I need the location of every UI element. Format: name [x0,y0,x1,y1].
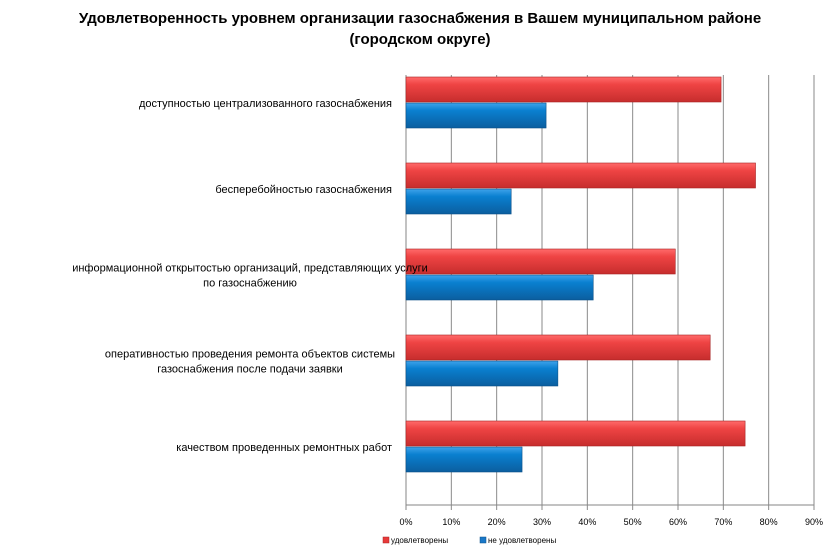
chart-title: Удовлетворенность уровнем организации га… [78,10,762,48]
bar-not-satisfied [405,102,547,129]
bar-not-satisfied [405,274,594,301]
x-tick-label: 30% [533,517,551,527]
category-label: доступностью централизованного газоснабж… [139,98,392,110]
bar-satisfied [405,420,746,447]
category-label: оперативностью проведения ремонта объект… [105,349,395,361]
category-label: газоснабжения после подачи заявки [157,364,343,376]
bar-satisfied [405,162,756,189]
x-tick-label: 80% [760,517,778,527]
legend-swatch [382,536,390,544]
bar-not-satisfied [405,188,512,215]
bar-satisfied [405,248,676,275]
bar-not-satisfied [405,360,559,387]
x-tick-label: 10% [442,517,460,527]
legend-swatch [479,536,487,544]
category-label: по газоснабжению [203,278,297,290]
bar-not-satisfied [405,446,523,473]
category-label: информационной открытостью организаций, … [72,263,428,275]
bar-satisfied [405,76,722,103]
x-tick-label: 90% [805,517,823,527]
x-tick-label: 40% [578,517,596,527]
x-tick-label: 20% [488,517,506,527]
x-tick-label: 0% [399,517,412,527]
category-label: качеством проведенных ремонтных работ [176,442,392,454]
category-label: бесперебойностью газоснабжения [215,184,392,196]
legend-label: удовлетворены [391,536,448,545]
x-tick-label: 60% [669,517,687,527]
legend-label: не удовлетворены [488,536,556,545]
x-tick-label: 50% [624,517,642,527]
x-tick-label: 70% [714,517,732,527]
bar-satisfied [405,334,711,361]
